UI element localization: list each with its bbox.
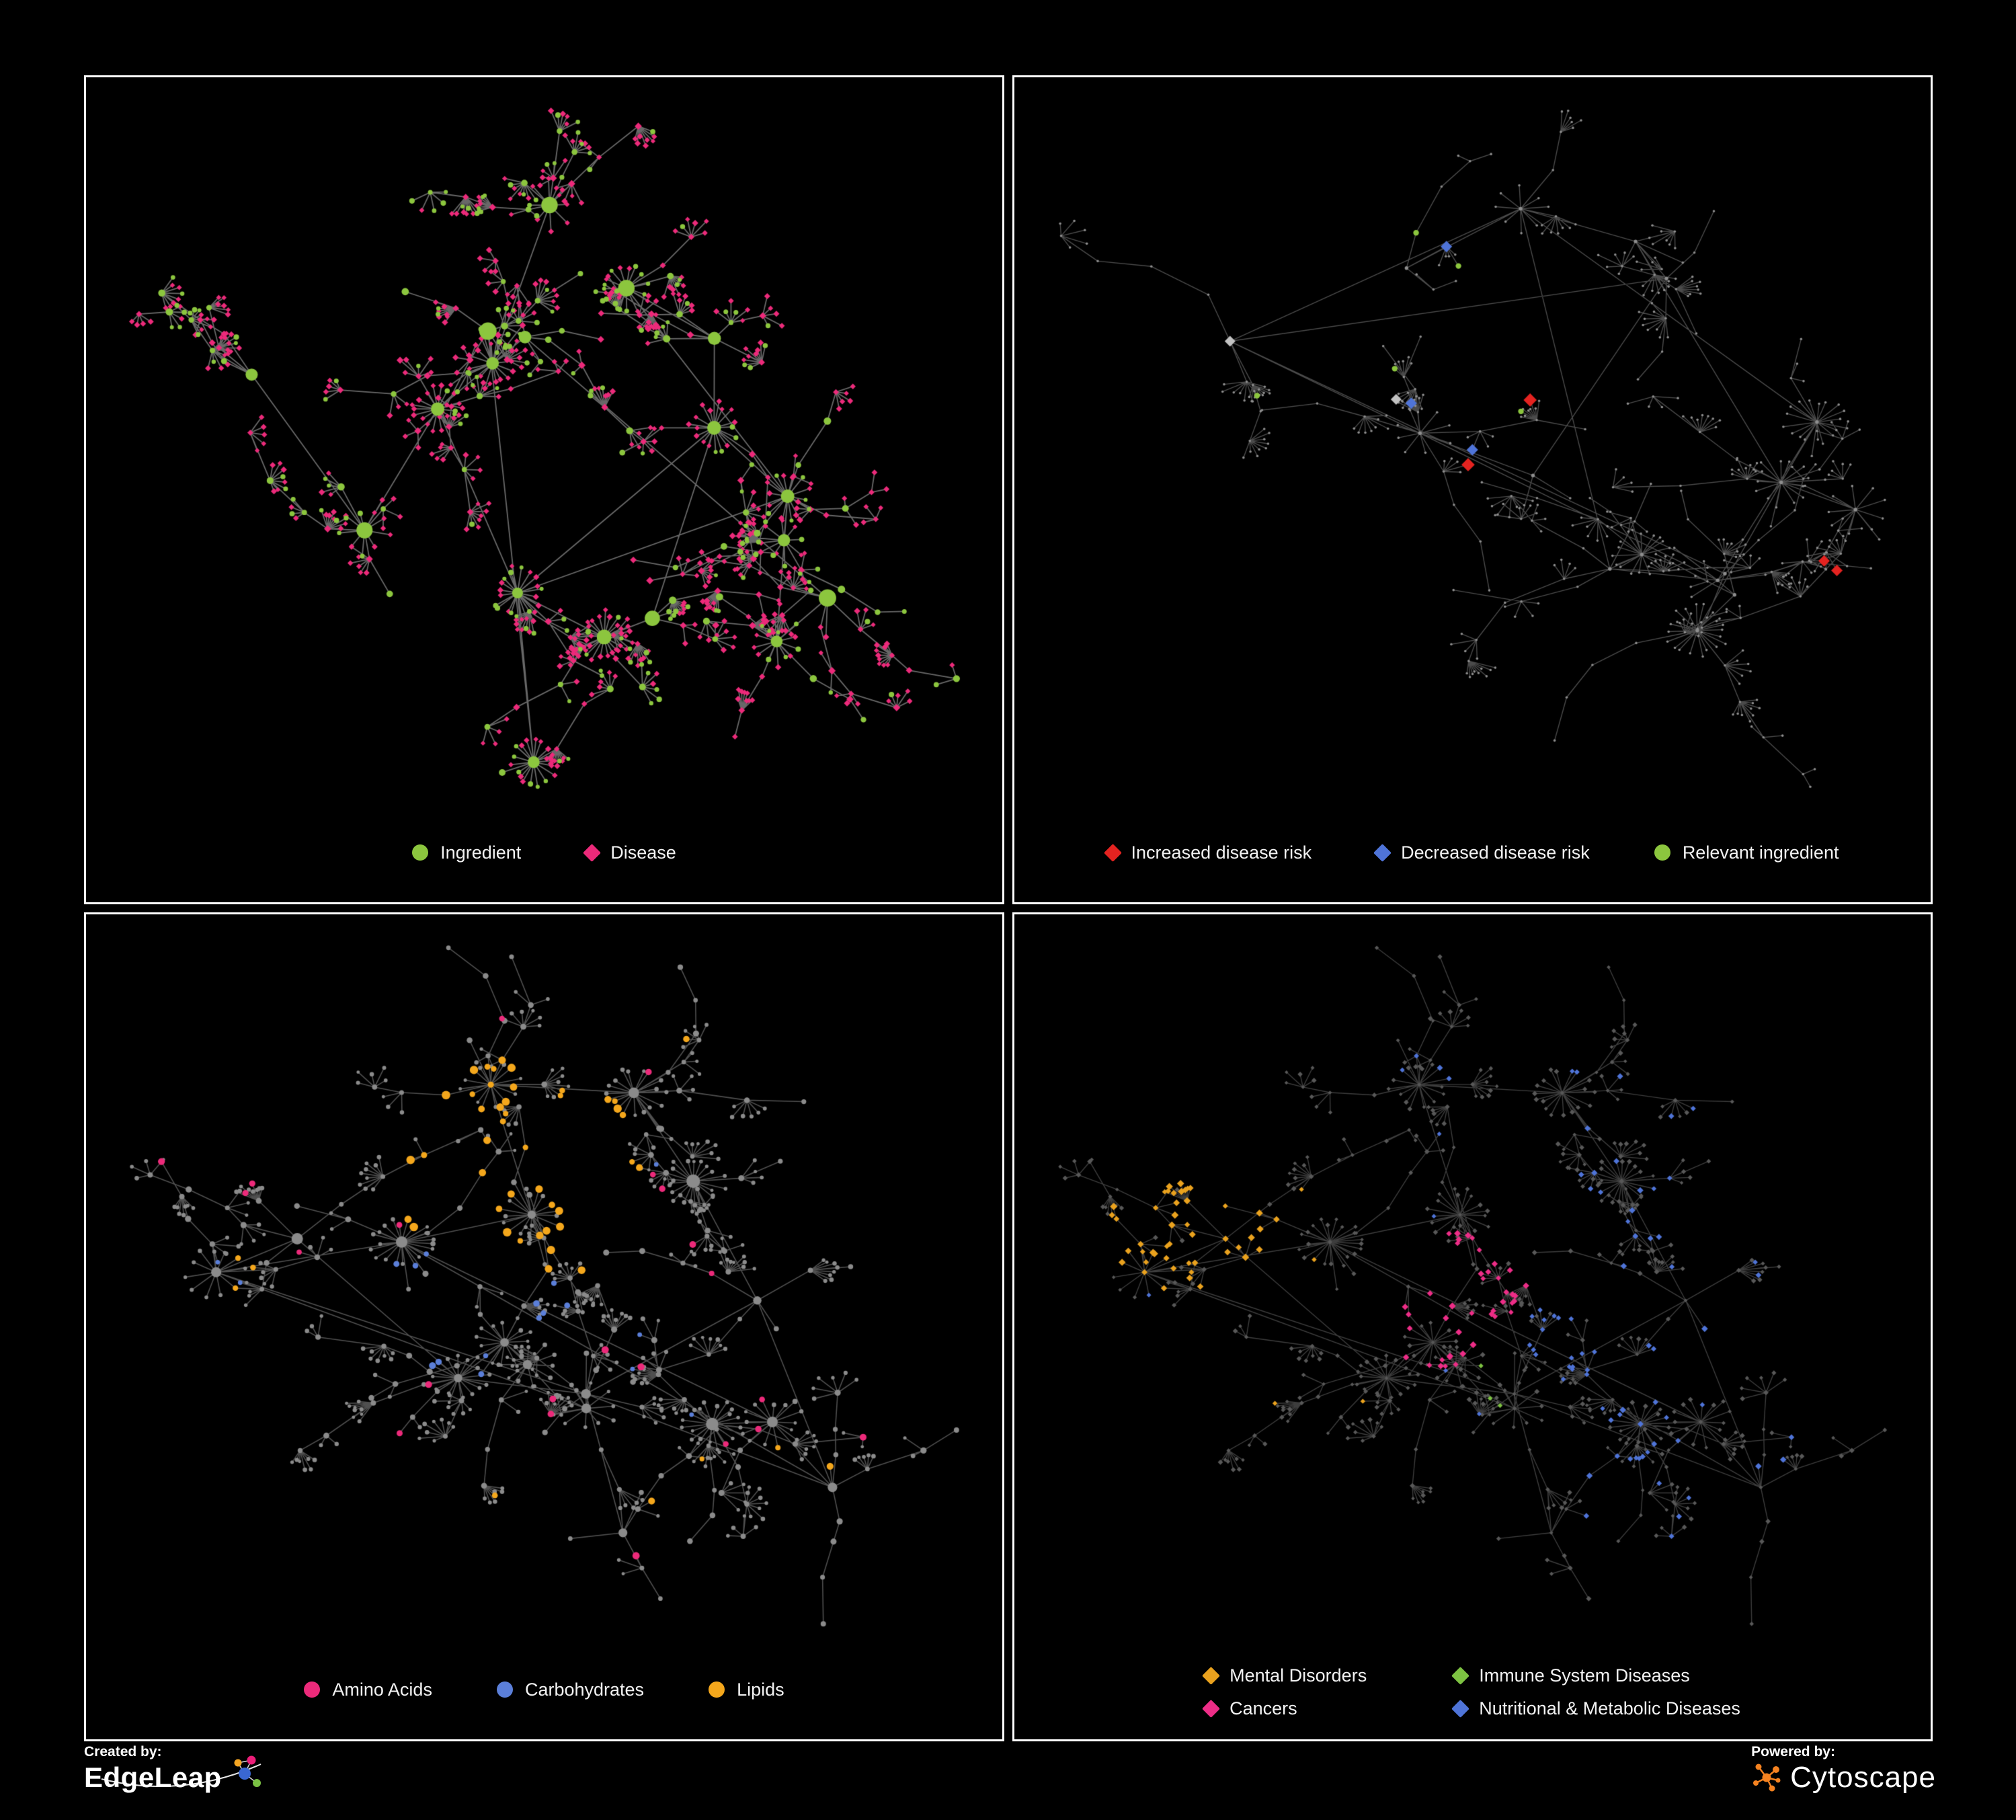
nutritional-metabolic-diseases-diamond-marker-icon [1451,1700,1470,1718]
legend-macronutrients: Amino Acids Carbohydrates Lipids [86,1657,1002,1739]
legend-item-carbohydrates: Carbohydrates [496,1679,645,1700]
legend-label: Nutritional & Metabolic Diseases [1479,1698,1740,1718]
legend-item-immune-system-diseases: Immune System Diseases [1451,1665,1740,1686]
edgeleap-wordmark: EdgeLeap [84,1761,222,1793]
footer: Created by: EdgeLeap Powered by: [84,1744,1936,1794]
network-view [1014,77,1931,820]
network-view [1014,914,1931,1657]
legend-label: Decreased disease risk [1401,842,1590,863]
legend-item-decreased-disease-risk: Decreased disease risk [1373,842,1590,863]
legend-label: Disease [610,842,676,863]
macronutrient-network-canvas [86,914,1002,1657]
legend-label: Cancers [1229,1698,1297,1718]
ingredient-disease-network-canvas [86,77,1002,820]
legend-label: Amino Acids [332,1679,432,1700]
cytoscape-wordmark: Cytoscape [1790,1761,1936,1794]
legend-label: Carbohydrates [524,1679,645,1700]
legend-item-amino-acids: Amino Acids [304,1679,432,1700]
disease-diamond-marker-icon [583,843,602,862]
legend-item-cancers: Cancers [1202,1698,1367,1719]
created-by-block: Created by: EdgeLeap [84,1744,269,1794]
increased-disease-risk-diamond-marker-icon [1103,843,1122,862]
legend-disease-risk: Increased disease risk Decreased disease … [1014,820,1931,902]
poster-grid: Ingredient Disease Increased disease risk… [84,75,1933,1741]
legend-label: Ingredient [440,842,522,863]
legend-item-nutritional-metabolic-diseases: Nutritional & Metabolic Diseases [1451,1698,1740,1719]
carbohydrates-circle-marker-icon [496,1681,513,1698]
legend-label: Mental Disorders [1229,1665,1367,1686]
lipids-circle-marker-icon [709,1681,725,1698]
legend-item-relevant-ingredient: Relevant ingredient [1654,842,1839,863]
powered-by-label: Powered by: [1751,1744,1835,1759]
edgeleap-logo [101,1755,261,1787]
panel-disease-category-network: Mental Disorders Immune System Diseases Ca… [1012,912,1933,1741]
disease-category-network-canvas [1014,914,1931,1657]
disease-risk-network-canvas [1014,77,1931,820]
decreased-disease-risk-diamond-marker-icon [1373,843,1392,862]
legend-disease-categories: Mental Disorders Immune System Diseases Ca… [1014,1657,1931,1739]
legend-item-lipids: Lipids [709,1679,784,1700]
cancers-diamond-marker-icon [1202,1700,1221,1718]
legend-item-mental-disorders: Mental Disorders [1202,1665,1367,1686]
legend-label: Immune System Diseases [1479,1665,1690,1686]
legend-item-increased-disease-risk: Increased disease risk [1103,842,1312,863]
cytoscape-logo [1753,1764,1781,1792]
powered-by-block: Powered by: Cytoscape [1751,1744,1936,1794]
amino-acids-circle-marker-icon [304,1681,321,1698]
legend-label: Increased disease risk [1131,842,1312,863]
created-by-label: Created by: [84,1744,162,1759]
legend-label: Lipids [737,1679,784,1700]
panel-ingredient-disease-network: Ingredient Disease [84,75,1004,904]
network-view [86,914,1002,1657]
panel-macronutrient-network: Amino Acids Carbohydrates Lipids [84,912,1004,1741]
relevant-ingredient-circle-marker-icon [1654,844,1670,861]
legend-label: Relevant ingredient [1682,842,1839,863]
network-view [86,77,1002,820]
mental-disorders-diamond-marker-icon [1202,1667,1221,1685]
legend-ingredient-disease: Ingredient Disease [86,820,1002,902]
panel-disease-risk-network: Increased disease risk Decreased disease … [1012,75,1933,904]
immune-system-diseases-diamond-marker-icon [1451,1667,1470,1685]
ingredient-circle-marker-icon [412,844,429,861]
legend-item-disease: Disease [583,842,676,863]
legend-item-ingredient: Ingredient [412,842,521,863]
